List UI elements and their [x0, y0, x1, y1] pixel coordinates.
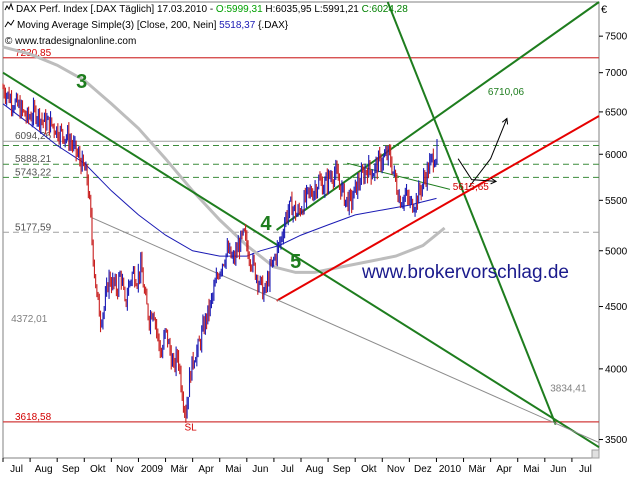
ma-line-icon: [4, 19, 15, 28]
y-tick-label-5: 6000: [605, 150, 628, 161]
chart-legend: DAX Perf. Index [.DAX Täglich] 17.03.201…: [4, 2, 408, 47]
annotation-3: 6710,06: [488, 87, 525, 98]
legend-high: H:6035,95: [265, 4, 312, 15]
price-bars: [2, 83, 438, 423]
legend-ma-label: Moving Average Simple(3) [Close, 200, Ne…: [17, 20, 217, 31]
annotation-5: 4372,01: [11, 314, 48, 325]
x-tick-label-8: Mai: [225, 464, 241, 475]
scroll-corner[interactable]: [591, 449, 600, 459]
y-axis-ticks: 3500 4000 4500 5000 5500 6000 6500 7000 7500: [599, 32, 628, 446]
legend-title: DAX Perf. Index [.DAX Täglich] 17.03.201…: [16, 4, 216, 15]
x-tick-label-5: 2009: [141, 464, 164, 475]
x-tick-label-1: Aug: [35, 464, 53, 475]
arrow-head-0: [490, 177, 498, 185]
horizontal-levels: 7230,85 6094,26 5888,21 5743,22 5177,59 3618,…: [3, 48, 599, 423]
legend-open: O:5999,31: [216, 4, 263, 15]
legend-line-2: Moving Average Simple(3) [Close, 200, Ne…: [17, 20, 289, 31]
trend-green-downtrend-channel-lower: [386, 1, 557, 425]
x-tick-label-14: Nov: [387, 464, 405, 475]
x-tick-label-15: Dez: [414, 464, 432, 475]
level-label-5: 5177,59: [15, 222, 52, 233]
x-tick-label-10: Jul: [281, 464, 294, 475]
x-tick-label-17: Mär: [468, 464, 486, 475]
x-tick-label-16: 2010: [439, 464, 462, 475]
trend-lines: [2, 1, 600, 449]
x-axis-ticks: Jul Aug Sep Okt Nov 2009 Mär Apr Mai Jun Jul Aug Sep…: [2, 458, 592, 475]
x-tick-label-19: Mai: [523, 464, 539, 475]
level-label-0: 7230,85: [15, 48, 52, 59]
x-tick-label-4: Nov: [116, 464, 134, 475]
level-label-4: 5743,22: [15, 167, 52, 178]
trend-green-uptrend-channel-upper: [276, 1, 600, 231]
annotation-7: SL: [185, 423, 198, 434]
x-tick-label-7: Apr: [198, 464, 214, 475]
level-label-6: 3618,58: [15, 412, 52, 423]
x-tick-label-20: Jun: [550, 464, 566, 475]
trend-red-uptrend-support: [276, 115, 600, 302]
x-tick-label-18: Apr: [496, 464, 512, 475]
legend-low: L:5991,21: [314, 4, 359, 15]
y-tick-label-3: 5000: [605, 246, 628, 257]
trend-green-downtrend-channel-upper: [2, 71, 600, 449]
projection-arrows: [457, 117, 509, 188]
level-label-3: 5888,21: [15, 154, 52, 165]
annotation-4: 5615,65: [453, 182, 490, 193]
watermark: www.brokervorschlag.de: [361, 262, 569, 283]
y-tick-label-2: 4500: [605, 302, 628, 313]
arrow-path-0: [457, 158, 497, 182]
x-tick-label-12: Sep: [333, 464, 351, 475]
legend-close: C:6024,28: [362, 4, 409, 15]
x-tick-label-13: Okt: [361, 464, 377, 475]
currency-symbol: €: [601, 4, 607, 16]
plot-area: [2, 1, 600, 459]
annotation-0: 3: [76, 71, 87, 93]
y-tick-label-8: 7500: [605, 32, 628, 43]
annotations: 3 45 6710,06 5615,65 4372,01 3834,41 SL: [11, 71, 587, 434]
annotation-1: 4: [260, 213, 272, 235]
chart-type-icon: [4, 2, 14, 11]
y-tick-label-0: 3500: [605, 435, 628, 446]
ma-series-1: [2, 45, 446, 274]
arrow-path-1: [468, 118, 508, 188]
x-tick-label-0: Jul: [10, 464, 23, 475]
trend-thin-downtrend: [92, 217, 600, 444]
legend-line-1: DAX Perf. Index [.DAX Täglich] 17.03.201…: [16, 4, 408, 15]
y-tick-label-1: 4000: [605, 364, 628, 375]
annotation-6: 3834,41: [550, 383, 587, 394]
y-tick-label-4: 5500: [605, 196, 628, 207]
x-tick-label-3: Okt: [90, 464, 106, 475]
arrow-head-1: [501, 117, 509, 125]
x-tick-label-6: Mär: [170, 464, 188, 475]
y-tick-label-6: 6500: [605, 107, 628, 118]
y-tick-label-7: 7000: [605, 68, 628, 79]
legend-ma-value: 5518,37: [219, 20, 256, 31]
copyright-text: © www.tradesignalonline.com: [5, 36, 136, 47]
x-tick-label-11: Aug: [306, 464, 324, 475]
legend-ma-symbol: {.DAX}: [258, 20, 289, 31]
x-tick-label-21: Jul: [579, 464, 592, 475]
x-tick-label-9: Jun: [252, 464, 268, 475]
x-tick-label-2: Sep: [62, 464, 80, 475]
annotation-2: 5: [290, 251, 301, 273]
level-label-1: 6094,26: [15, 131, 52, 142]
